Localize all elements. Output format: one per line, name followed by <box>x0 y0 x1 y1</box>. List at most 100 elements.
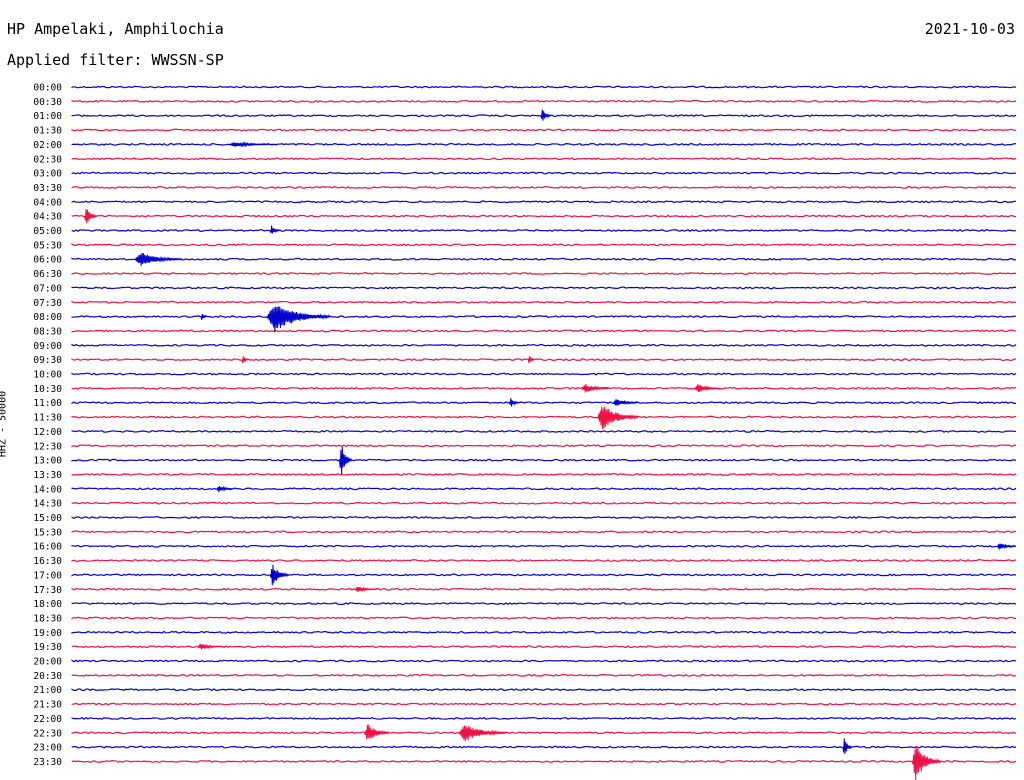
row-time-label: 08:30 <box>33 326 62 337</box>
trace-line <box>71 702 1017 706</box>
trace-line <box>71 214 1017 218</box>
event-burst <box>269 564 289 586</box>
trace-line <box>71 444 1017 448</box>
trace-line <box>71 85 1017 89</box>
trace-line <box>71 185 1017 189</box>
trace-line <box>71 559 1017 563</box>
event-burst <box>241 356 248 364</box>
event-burst <box>911 745 941 780</box>
trace-line <box>71 487 1017 491</box>
event-burst <box>597 406 639 430</box>
row-time-label: 17:30 <box>33 585 62 596</box>
trace-line <box>71 458 1017 462</box>
event-burst <box>842 738 853 755</box>
event-burst <box>134 252 183 266</box>
row-time-label: 10:00 <box>33 370 62 381</box>
row-time-label: 01:00 <box>33 111 62 122</box>
trace-line <box>71 200 1017 204</box>
event-burst <box>84 209 97 224</box>
event-burst <box>458 725 507 742</box>
trace-line <box>71 401 1017 405</box>
row-time-label: 02:00 <box>33 140 62 151</box>
event-burst <box>354 586 378 593</box>
row-time-label: 02:30 <box>33 154 62 165</box>
event-burst <box>229 141 277 148</box>
filter-label: Applied filter: WWSSN-SP <box>7 51 224 69</box>
row-time-label: 01:30 <box>33 126 62 137</box>
event-burst <box>694 384 720 392</box>
event-burst <box>364 724 390 740</box>
row-time-label: 03:30 <box>33 183 62 194</box>
trace-line <box>71 602 1017 606</box>
row-time-label: 00:30 <box>33 97 62 108</box>
event-burst <box>269 225 280 234</box>
row-time-label: 09:00 <box>33 341 62 352</box>
row-time-label: 15:00 <box>33 513 62 524</box>
row-time-label: 16:30 <box>33 556 62 567</box>
row-time-label: 05:00 <box>33 226 62 237</box>
row-time-label: 07:30 <box>33 298 62 309</box>
row-time-label: 16:00 <box>33 542 62 553</box>
trace-line <box>71 358 1017 362</box>
row-time-label: 21:00 <box>33 685 62 696</box>
date-label: 2021-10-03 <box>924 20 1015 38</box>
row-time-label: 05:30 <box>33 240 62 251</box>
trace-line <box>71 128 1017 132</box>
row-time-label: 20:30 <box>33 671 62 682</box>
event-burst <box>266 306 330 333</box>
row-time-label: 23:30 <box>33 757 62 768</box>
row-time-label: 00:00 <box>33 83 62 94</box>
trace-line <box>71 544 1017 548</box>
row-time-label: 08:00 <box>33 312 62 323</box>
trace-line <box>71 573 1017 577</box>
row-time-label: 04:30 <box>33 212 62 223</box>
event-burst <box>996 543 1016 550</box>
trace-line <box>71 759 1017 763</box>
row-time-label: 18:30 <box>33 613 62 624</box>
row-time-label: 17:00 <box>33 570 62 581</box>
row-time-label: 03:00 <box>33 169 62 180</box>
trace-line <box>71 616 1017 620</box>
trace-line <box>71 157 1017 161</box>
row-time-label: 15:30 <box>33 527 62 538</box>
event-burst <box>200 314 207 321</box>
trace-line <box>71 587 1017 591</box>
trace-line <box>71 731 1017 735</box>
trace-line <box>71 272 1017 276</box>
row-time-label: 09:30 <box>33 355 62 366</box>
event-burst <box>527 355 535 364</box>
trace-line <box>71 329 1017 333</box>
trace-line <box>71 516 1017 519</box>
row-time-label: 10:30 <box>33 384 62 395</box>
row-time-label: 12:30 <box>33 441 62 452</box>
trace-line <box>71 673 1017 677</box>
trace-line <box>71 257 1017 261</box>
row-time-label: 11:30 <box>33 413 62 424</box>
station-title: HP Ampelaki, Amphilochia <box>7 20 224 38</box>
row-time-label: 11:00 <box>33 398 62 409</box>
trace-line <box>71 472 1017 476</box>
row-time-label: 06:30 <box>33 269 62 280</box>
row-time-label: 21:30 <box>33 700 62 711</box>
row-time-label: 07:00 <box>33 283 62 294</box>
trace-line <box>71 429 1017 433</box>
trace-line <box>71 630 1017 634</box>
row-time-label: 12:00 <box>33 427 62 438</box>
trace-line <box>71 171 1017 175</box>
event-burst <box>216 485 233 493</box>
row-time-label: 19:30 <box>33 642 62 653</box>
row-time-label: 14:30 <box>33 499 62 510</box>
trace-line <box>71 142 1017 146</box>
event-burst <box>197 643 223 650</box>
trace-line <box>71 315 1017 319</box>
row-time-label: 14:00 <box>33 484 62 495</box>
trace-line <box>71 415 1017 419</box>
trace-line <box>71 501 1017 505</box>
row-time-label: 04:00 <box>33 197 62 208</box>
row-time-label: 13:00 <box>33 456 62 467</box>
row-time-label: 13:30 <box>33 470 62 481</box>
trace-line <box>71 286 1017 290</box>
row-time-label: 20:00 <box>33 657 62 668</box>
event-burst <box>540 109 551 121</box>
